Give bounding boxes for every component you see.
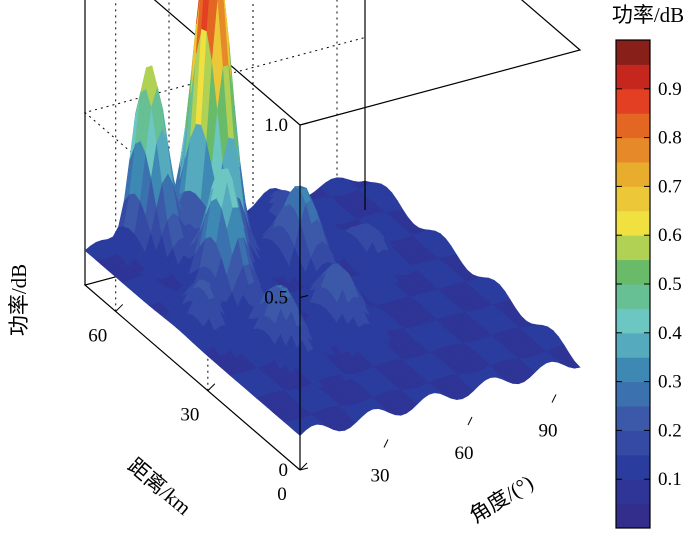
y-axis-label: 距离/km bbox=[123, 453, 196, 519]
z-axis-label: 功率/dB bbox=[7, 264, 31, 336]
colorbar-band bbox=[616, 454, 650, 480]
surface-cell bbox=[196, 0, 200, 24]
colorbar-band bbox=[616, 113, 650, 139]
colorbar-band bbox=[616, 235, 650, 261]
colorbar-band bbox=[616, 137, 650, 163]
colorbar-band bbox=[616, 357, 650, 383]
x-tick-label: 60 bbox=[455, 443, 474, 464]
colorbar-tick-label: 0.8 bbox=[658, 128, 682, 149]
y-tick-mark bbox=[299, 462, 308, 471]
z-tick-label: 0 bbox=[279, 460, 289, 481]
z-tick-mark bbox=[299, 122, 309, 126]
colorbar-band bbox=[616, 430, 650, 456]
colorbar-tick-label: 0.7 bbox=[658, 176, 682, 197]
surface-cell bbox=[568, 361, 581, 369]
z-tick-mark bbox=[299, 467, 309, 471]
colorbar-tick-label: 0.5 bbox=[658, 274, 682, 295]
surface-mesh bbox=[84, 0, 581, 436]
z-tick-label: 0.5 bbox=[264, 288, 288, 309]
colorbar: 0.1 0.2 0.3 0.4 0.5 0.6 0.7 0.8 0.9 bbox=[615, 39, 682, 529]
y-tick-label: 0 bbox=[277, 484, 287, 505]
colorbar-band bbox=[616, 308, 650, 334]
colorbar-tick-label: 0.3 bbox=[658, 372, 682, 393]
x-tick-label: 90 bbox=[539, 421, 558, 442]
colorbar-band bbox=[616, 186, 650, 212]
colorbar-band bbox=[616, 162, 650, 187]
y-tick-mark bbox=[207, 383, 216, 392]
surface-cell bbox=[195, 0, 204, 54]
colorbar-tick-label: 0.9 bbox=[658, 79, 682, 100]
x-tick-mark bbox=[551, 394, 557, 403]
colorbar-band bbox=[616, 503, 650, 529]
y-tick-label: 60 bbox=[88, 325, 107, 346]
y-tick-label: 30 bbox=[180, 405, 199, 426]
axis-ticks: 0 0.5 1.0 30 60 90 0 30 60 bbox=[88, 115, 557, 505]
colorbar-tick-label: 0.1 bbox=[658, 469, 682, 490]
colorbar-band bbox=[616, 64, 650, 90]
x-tick-mark bbox=[467, 416, 473, 426]
colorbar-band bbox=[616, 259, 650, 285]
z-tick-mark bbox=[299, 295, 309, 298]
z-gridline bbox=[83, 37, 366, 298]
y-tick-mark bbox=[115, 304, 124, 312]
colorbar-band bbox=[616, 332, 650, 358]
colorbar-label: 功率/dB bbox=[612, 3, 684, 27]
z-tick-label: 1.0 bbox=[264, 115, 288, 136]
top-front-edges bbox=[299, 0, 582, 126]
colorbar-tick-label: 0.4 bbox=[658, 323, 682, 344]
colorbar-tick-label: 0.6 bbox=[658, 225, 682, 246]
colorbar-band bbox=[616, 406, 650, 431]
colorbar-band bbox=[616, 479, 650, 505]
colorbar-band bbox=[616, 381, 650, 407]
colorbar-band bbox=[616, 284, 650, 309]
colorbar-band bbox=[616, 40, 650, 65]
x-axis-label: 角度/(°) bbox=[465, 470, 537, 528]
x-tick-label: 30 bbox=[371, 466, 390, 487]
colorbar-tick-label: 0.2 bbox=[658, 420, 682, 441]
colorbar-band bbox=[616, 210, 650, 236]
x-tick-mark bbox=[383, 439, 389, 448]
colorbar-band bbox=[616, 88, 650, 114]
